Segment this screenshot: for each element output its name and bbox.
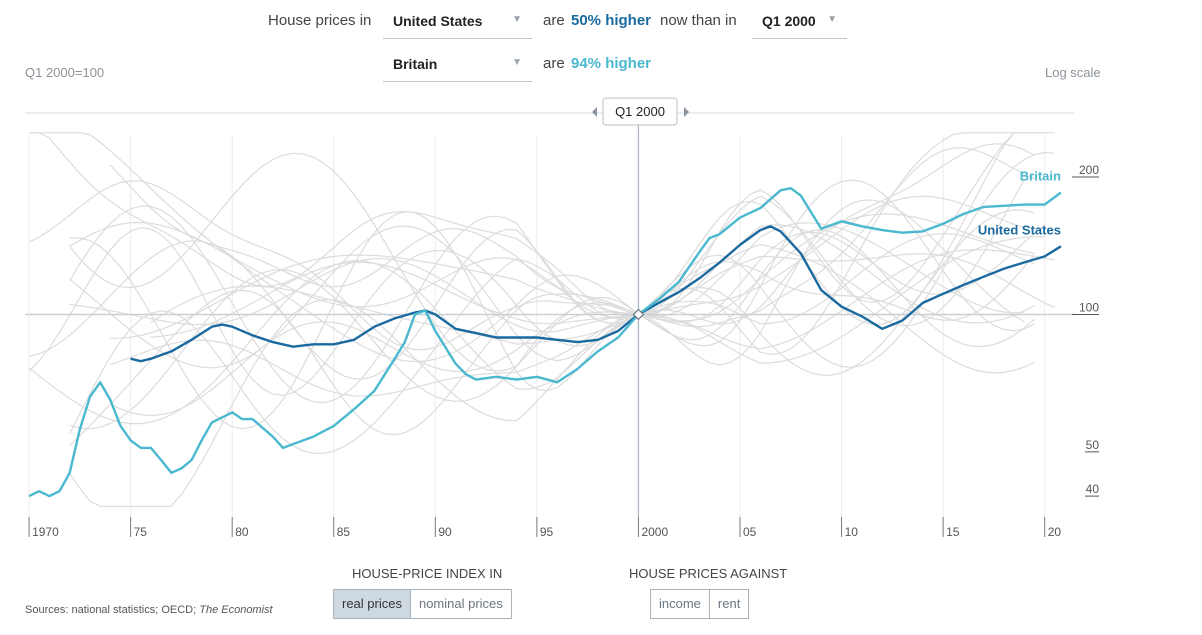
background-country-line	[110, 236, 1045, 364]
background-country-line	[69, 179, 1035, 404]
y-tick-label: 50	[1086, 438, 1100, 452]
y-tick-label: 40	[1086, 482, 1100, 496]
background-country-line	[29, 132, 1035, 374]
background-country-line	[150, 213, 1035, 345]
x-tick-label: 05	[743, 525, 757, 539]
x-tick-label: 85	[337, 525, 351, 539]
x-tick-label: 2000	[641, 525, 668, 539]
base-period-select[interactable]: Q1 2000 ▼	[752, 5, 847, 39]
series-label-united-states: United States	[978, 222, 1061, 237]
against-toggle: income rent	[650, 589, 750, 619]
x-tick-label: 1970	[32, 525, 59, 539]
index-toggle: real prices nominal prices	[333, 589, 512, 619]
slider-left-arrow-icon[interactable]	[592, 107, 597, 117]
base-point-marker	[632, 308, 645, 321]
country1-change: 50% higher	[571, 12, 652, 29]
are-label-2: are	[543, 55, 565, 72]
country2-change: 94% higher	[571, 55, 652, 72]
background-country-line	[109, 143, 1035, 325]
are-label-1: are	[543, 12, 565, 29]
period-slider[interactable]: Q1 2000	[592, 97, 689, 126]
slider-right-arrow-icon[interactable]	[684, 107, 689, 117]
scale-note: Log scale	[1045, 65, 1101, 80]
chevron-down-icon: ▼	[512, 14, 522, 25]
country2-select[interactable]: Britain ▼	[383, 48, 532, 82]
house-price-chart: 1970 75 80 85 90 95 2000 05 10 15 20 200 100 50 40 Unit…	[25, 97, 1100, 539]
series-line-united-states[interactable]	[130, 225, 1062, 363]
background-country-line	[28, 224, 1035, 425]
background-country-line	[69, 195, 1025, 333]
chevron-down-icon: ▼	[827, 14, 837, 25]
source-prefix: Sources: national statistics; OECD;	[25, 604, 200, 616]
now-than-in-label: now than in	[660, 12, 737, 29]
header-prefix: House prices in	[268, 12, 372, 29]
x-tick-label: 75	[134, 525, 148, 539]
x-tick-label: 90	[438, 525, 452, 539]
income-button[interactable]: income	[659, 596, 701, 611]
series-label-britain: Britain	[1020, 168, 1061, 183]
background-country-line	[150, 248, 1055, 350]
background-country-line	[69, 199, 1025, 455]
source-note: Sources: national statistics; OECD; The …	[25, 604, 273, 616]
background-country-line	[69, 209, 1035, 430]
chevron-down-icon: ▼	[512, 57, 522, 68]
background-country-line	[69, 179, 1025, 430]
x-tick-label: 95	[540, 525, 554, 539]
background-country-line	[69, 132, 1045, 507]
slider-label: Q1 2000	[615, 104, 665, 119]
background-country-line	[28, 180, 1035, 351]
x-tick-label: 10	[845, 525, 859, 539]
background-country-line	[28, 228, 1035, 380]
source-publication: The Economist	[199, 604, 273, 616]
real-prices-button[interactable]: real prices	[334, 590, 410, 618]
index-title: HOUSE-PRICE INDEX IN	[352, 566, 503, 581]
base-period-select-value: Q1 2000	[762, 13, 816, 29]
x-tick-label: 20	[1048, 525, 1062, 539]
rent-button[interactable]: rent	[708, 590, 748, 618]
series-line-britain[interactable]	[28, 187, 1062, 498]
nominal-prices-button[interactable]: nominal prices	[409, 590, 511, 618]
background-country-line	[28, 132, 1055, 396]
background-country-line	[69, 221, 1046, 324]
country2-select-value: Britain	[393, 56, 438, 72]
y-tick-label: 200	[1079, 163, 1099, 177]
background-country-line	[69, 132, 1035, 447]
background-country-line	[29, 132, 1035, 328]
index-note: Q1 2000=100	[25, 65, 105, 80]
country1-select[interactable]: United States ▼	[383, 5, 532, 39]
slider-handle[interactable]	[602, 97, 678, 126]
background-country-line	[69, 151, 1055, 372]
country1-select-value: United States	[393, 13, 483, 29]
x-tick-label: 80	[235, 525, 249, 539]
against-title: HOUSE PRICES AGAINST	[629, 566, 788, 581]
x-tick-label: 15	[946, 525, 960, 539]
y-tick-label: 100	[1079, 300, 1099, 314]
